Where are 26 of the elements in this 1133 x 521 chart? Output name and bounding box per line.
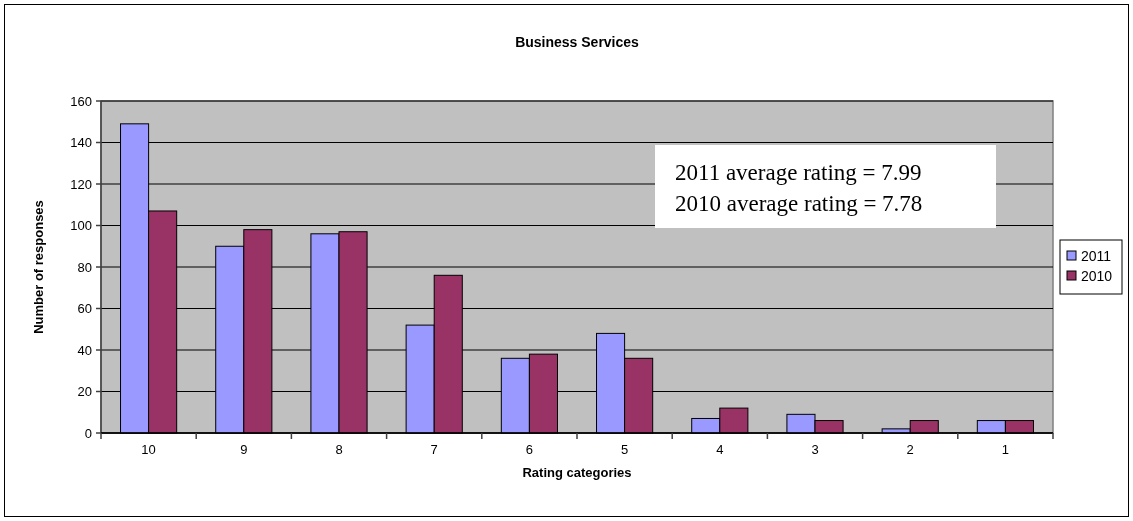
y-tick-label: 40	[77, 342, 92, 358]
x-axis-title: Rating categories	[522, 465, 632, 480]
annotation: 2010 average rating = 7.78	[675, 191, 923, 216]
chart-title: Business Services	[515, 34, 640, 50]
x-tick-label: 3	[811, 442, 819, 457]
y-tick-label: 100	[70, 218, 92, 233]
y-tick-label: 140	[70, 135, 92, 150]
x-tick-label: 8	[335, 442, 343, 457]
x-tick-label: 6	[525, 442, 534, 457]
legend-label: 2010	[1081, 268, 1113, 284]
y-tick-label: 0	[84, 425, 92, 441]
x-tick-label: 1	[1001, 442, 1010, 457]
annotation: 2011 average rating = 7.99	[675, 160, 922, 185]
y-tick-label: 160	[70, 93, 92, 109]
y-tick-label: 120	[70, 176, 92, 192]
y-tick-label: 80	[77, 259, 92, 275]
x-tick-label: 5	[620, 442, 629, 457]
y-tick-label: 60	[77, 301, 92, 316]
x-tick-label: 10	[141, 442, 156, 457]
x-tick-label: 4	[716, 442, 724, 457]
x-tick-label: 2	[906, 442, 914, 457]
x-tick-label: 9	[240, 442, 248, 457]
x-tick-label: 7	[430, 442, 438, 457]
y-tick-label: 20	[77, 384, 92, 399]
legend-label: 2011	[1081, 248, 1112, 264]
y-axis-title: Number of responses	[31, 200, 46, 334]
